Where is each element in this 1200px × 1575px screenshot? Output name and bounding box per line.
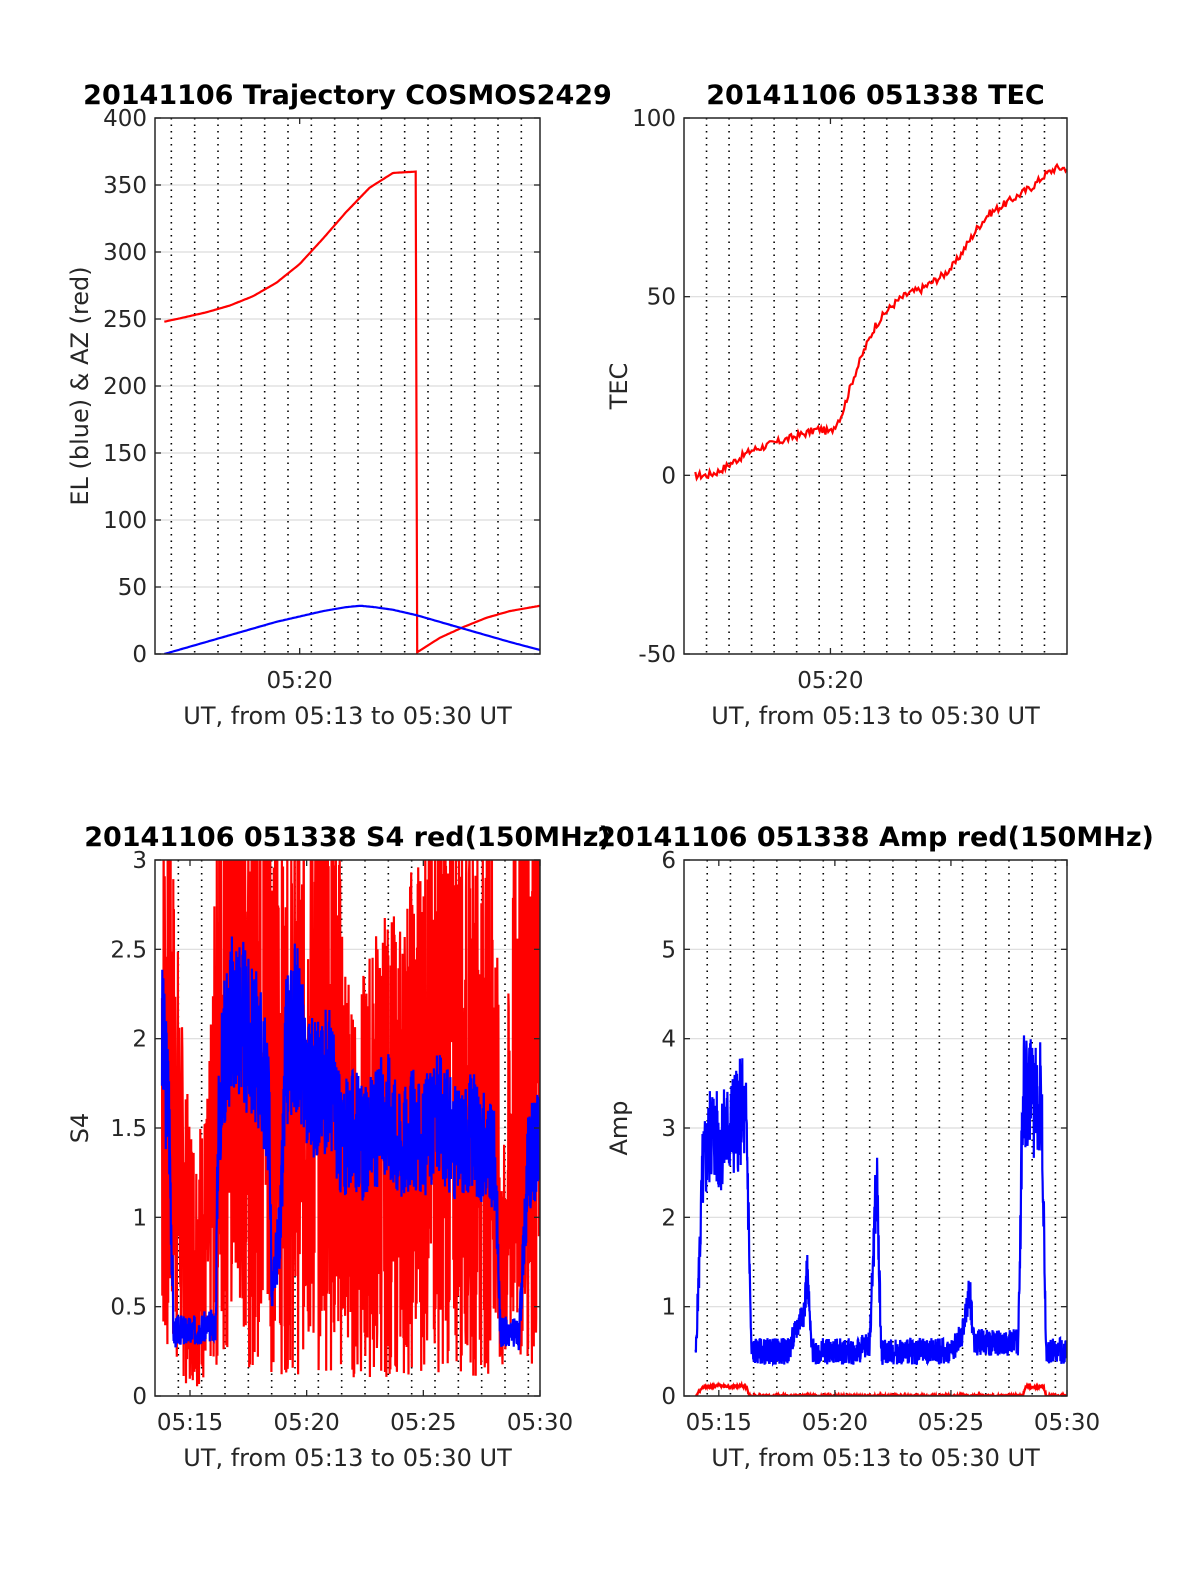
chart-title: 20141106 051338 Amp red(150MHz) <box>597 822 1154 853</box>
y-axis-label: EL (blue) & AZ (red) <box>66 266 94 505</box>
y-tick-label: 4 <box>661 1027 676 1053</box>
y-tick-label: 3 <box>661 1116 676 1142</box>
chart-1: 0 50 100 150 200 250 300 350 400 05:20 20141106 Tr… <box>66 80 612 730</box>
y-tick-label: 1 <box>132 1205 147 1231</box>
y-tick-label: 400 <box>103 106 147 132</box>
y-axis-label: Amp <box>605 1100 633 1155</box>
y-tick-label: 150 <box>103 441 147 467</box>
y-tick-label: 3 <box>132 848 147 874</box>
chart-title: 20141106 Trajectory COSMOS2429 <box>83 80 612 111</box>
y-tick-label: 0 <box>132 642 147 668</box>
y-tick-label: 50 <box>647 285 676 311</box>
y-tick-label: 350 <box>103 173 147 199</box>
series-line-2 <box>694 1035 1067 1367</box>
y-tick-label: 200 <box>103 374 147 400</box>
chart-2: -50 0 50 100 05:20 20141106 051338 TEC UT, fro… <box>605 80 1068 730</box>
y-axis-label: S4 <box>66 1113 94 1144</box>
x-tick-label: 05:20 <box>267 668 333 694</box>
y-tick-label: 100 <box>632 106 676 132</box>
x-tick-label: 05:30 <box>1034 1410 1100 1436</box>
series-line-1 <box>694 162 1067 482</box>
y-tick-label: 2 <box>661 1205 676 1231</box>
x-axis-label: UT, from 05:13 to 05:30 UT <box>183 1444 512 1472</box>
y-tick-label: 2.5 <box>110 937 147 963</box>
y-tick-label: -50 <box>638 642 676 668</box>
axes-frame <box>683 117 1068 655</box>
y-tick-label: 2 <box>132 1027 147 1053</box>
y-tick-label: 1 <box>661 1295 676 1321</box>
x-tick-label: 05:25 <box>918 1410 984 1436</box>
x-axis-label: UT, from 05:13 to 05:30 UT <box>711 702 1040 730</box>
series-line-2 <box>160 936 540 1351</box>
x-tick-label: 05:30 <box>507 1410 573 1436</box>
x-tick-label: 05:20 <box>797 668 863 694</box>
chart-4: 0 1 2 3 4 5 6 05:15 05:20 05:25 05:30 20141106 0513… <box>597 822 1154 1472</box>
x-tick-label: 05:20 <box>274 1410 340 1436</box>
series-line-1 <box>164 170 540 654</box>
x-tick-label: 05:15 <box>686 1410 752 1436</box>
y-tick-label: 0 <box>661 1384 676 1410</box>
y-tick-label: 6 <box>661 848 676 874</box>
chart-title: 20141106 051338 S4 red(150MHz) <box>84 822 611 853</box>
y-tick-label: 5 <box>661 937 676 963</box>
y-tick-label: 50 <box>118 575 147 601</box>
x-axis-label: UT, from 05:13 to 05:30 UT <box>711 1444 1040 1472</box>
chart-title: 20141106 051338 TEC <box>706 80 1045 111</box>
y-tick-label: 300 <box>103 240 147 266</box>
y-tick-label: 0 <box>661 463 676 489</box>
x-tick-label: 05:25 <box>390 1410 456 1436</box>
y-tick-label: 1.5 <box>110 1116 147 1142</box>
x-tick-label: 05:20 <box>802 1410 868 1436</box>
y-tick-label: 100 <box>103 508 147 534</box>
x-tick-label: 05:15 <box>157 1410 223 1436</box>
x-axis-label: UT, from 05:13 to 05:30 UT <box>183 702 512 730</box>
series-line-2 <box>164 604 540 654</box>
y-tick-label: 0.5 <box>110 1295 147 1321</box>
series-line-1 <box>160 860 540 1387</box>
y-tick-label: 0 <box>132 1384 147 1410</box>
y-tick-label: 250 <box>103 307 147 333</box>
y-axis-label: TEC <box>605 363 633 411</box>
chart-3: 0 0.5 1 1.5 2 2.5 3 05:15 05:20 05:25 05:30 2014110… <box>66 822 611 1472</box>
